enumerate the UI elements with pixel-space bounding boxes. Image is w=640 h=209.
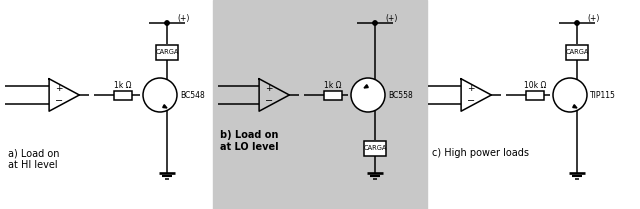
Text: b) Load on: b) Load on [220,130,278,140]
Text: −: − [265,96,273,106]
Circle shape [351,78,385,112]
Text: at LO level: at LO level [220,142,278,152]
Text: 1k Ω: 1k Ω [115,80,132,89]
Text: CARGA: CARGA [156,49,179,55]
Text: CARGA: CARGA [565,49,589,55]
Circle shape [373,21,377,25]
Text: CARGA: CARGA [364,145,387,151]
Text: (+): (+) [177,14,189,23]
Text: +: + [55,84,63,93]
Bar [364,140,386,155]
Circle shape [143,78,177,112]
Text: 10k Ω: 10k Ω [524,80,546,89]
Polygon shape [163,105,167,108]
Text: BC558: BC558 [388,90,413,99]
Text: TIP115: TIP115 [590,90,616,99]
Bar [566,45,588,60]
Bar [526,90,544,99]
Text: −: − [467,96,476,106]
Bar [156,45,178,60]
Polygon shape [364,85,368,88]
Bar [114,90,132,99]
Text: −: − [55,96,63,106]
Bar [213,0,427,209]
Circle shape [575,21,579,25]
Text: +: + [265,84,273,93]
Text: (+): (+) [587,14,600,23]
Circle shape [165,21,169,25]
Circle shape [553,78,587,112]
Text: (+): (+) [385,14,397,23]
Text: at HI level: at HI level [8,160,58,170]
Text: 1k Ω: 1k Ω [324,80,342,89]
Text: a) Load on: a) Load on [8,148,60,158]
Circle shape [575,21,579,25]
Text: c) High power loads: c) High power loads [432,148,529,158]
Bar [324,90,342,99]
Circle shape [373,21,377,25]
Text: +: + [467,84,475,93]
Circle shape [165,21,169,25]
Polygon shape [573,105,577,108]
Text: BC548: BC548 [180,90,205,99]
